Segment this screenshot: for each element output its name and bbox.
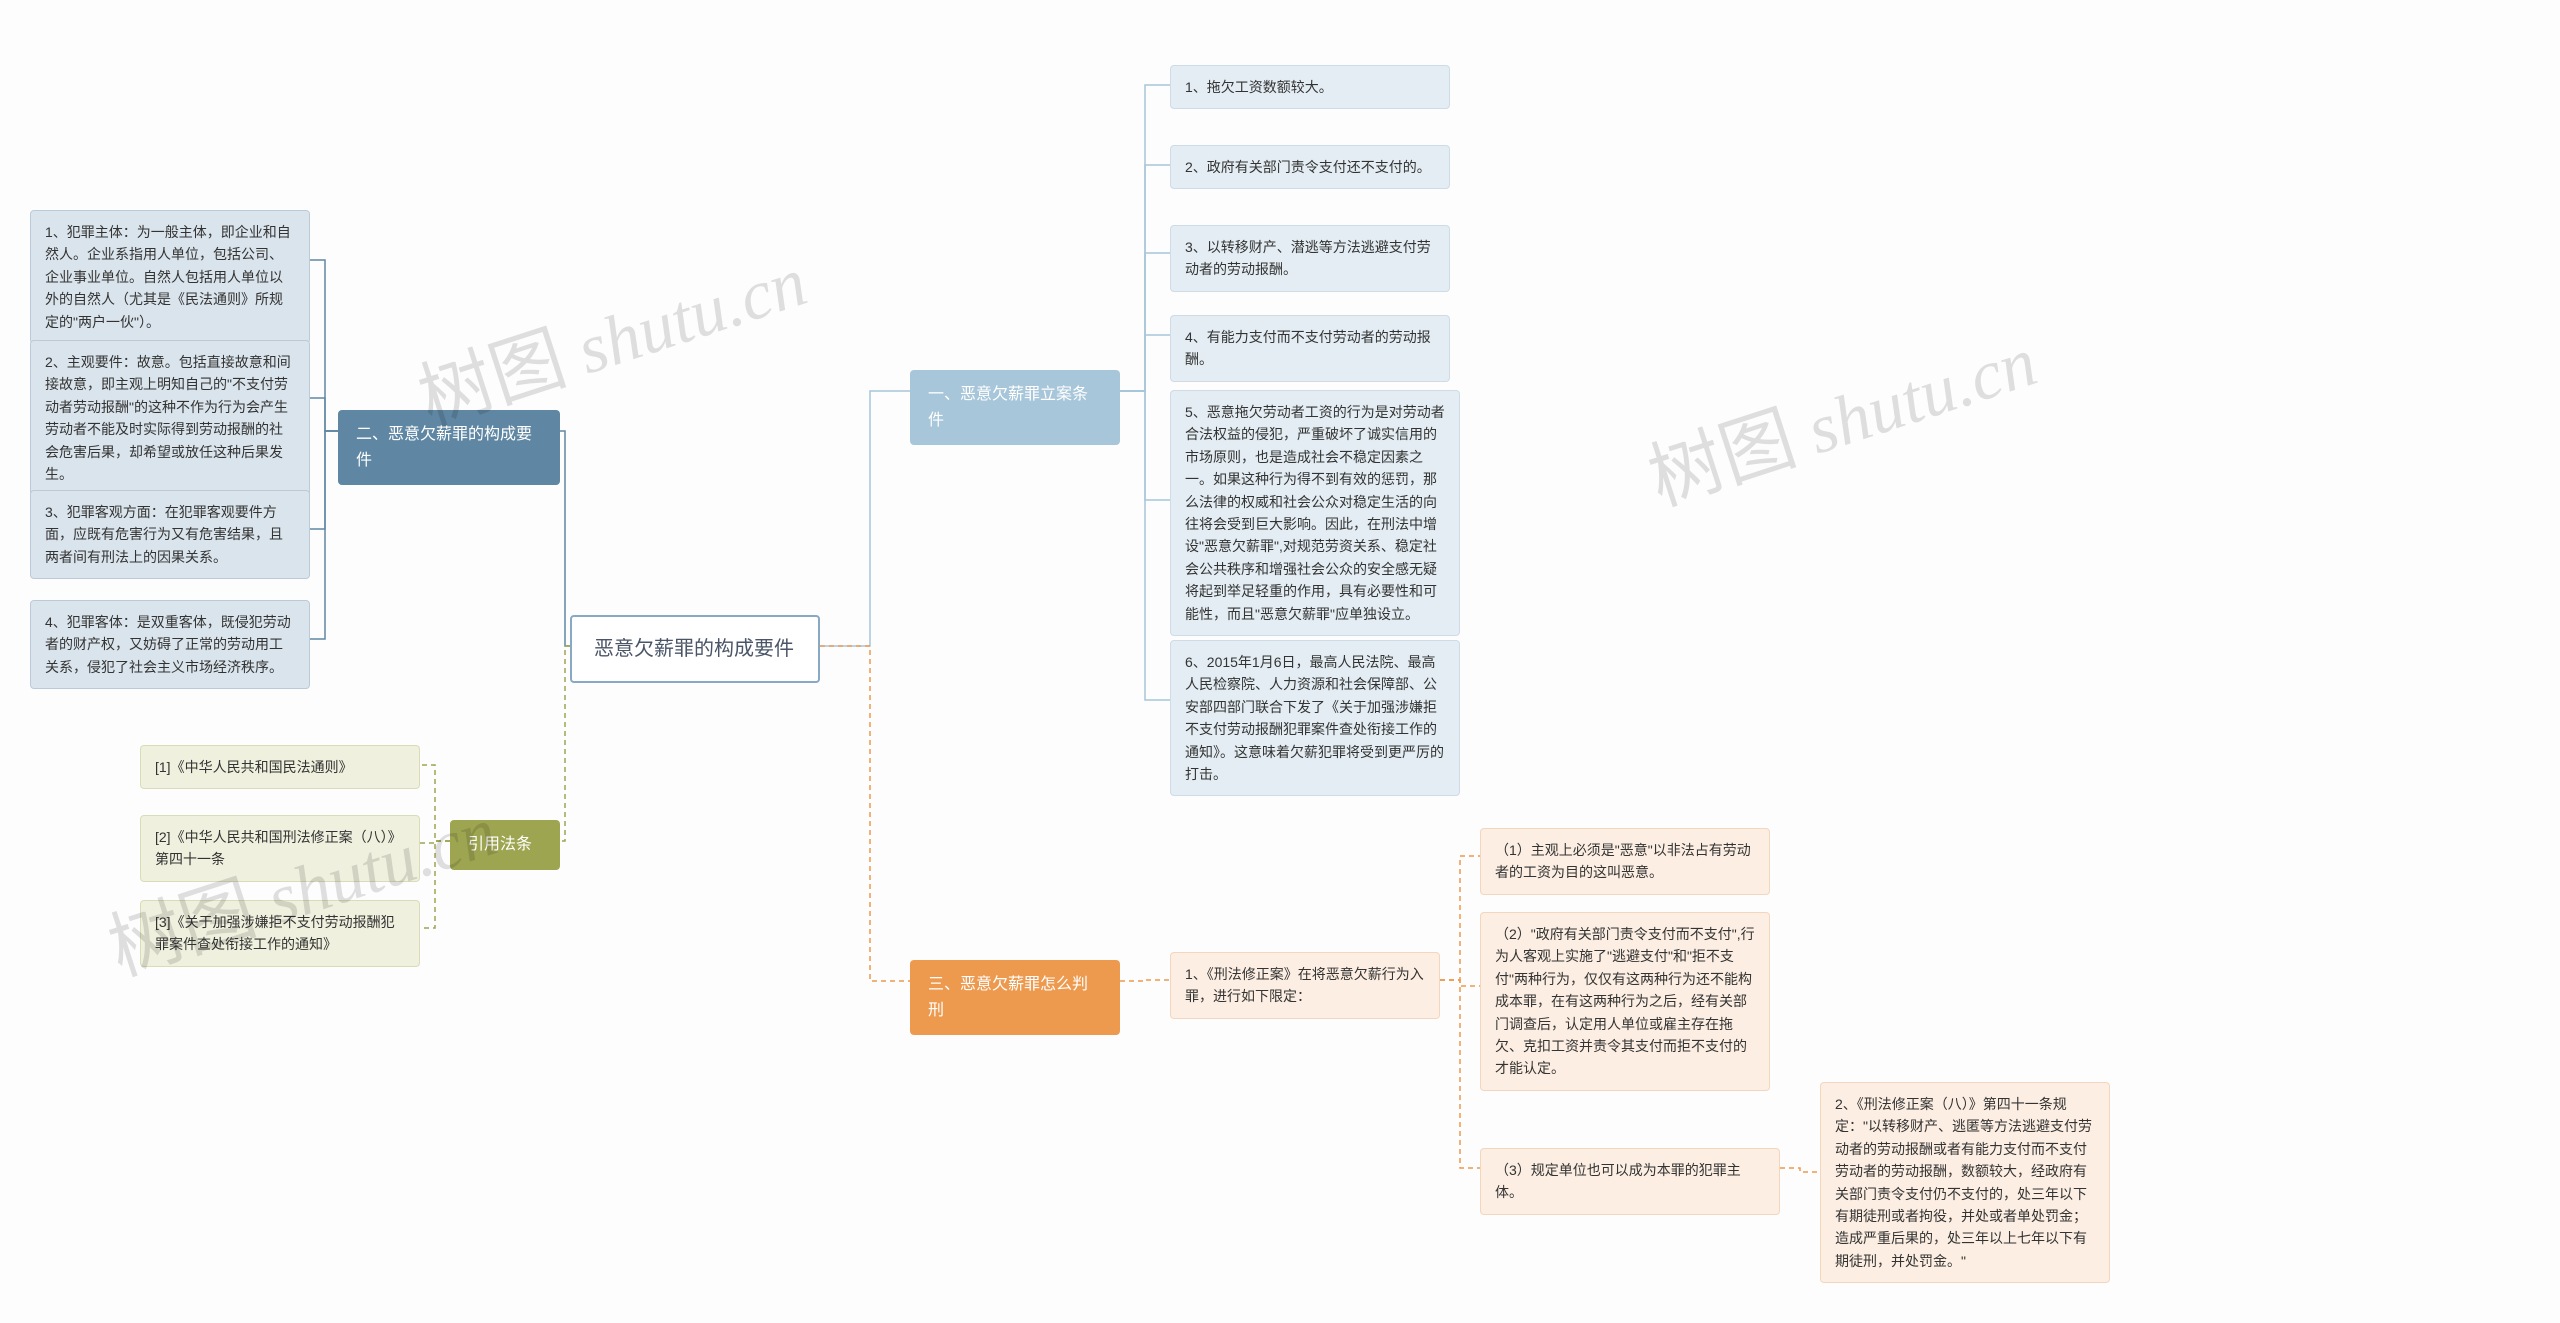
section-2-header: 二、恶意欠薪罪的构成要件 <box>338 410 560 485</box>
section-1-header: 一、恶意欠薪罪立案条件 <box>910 370 1120 445</box>
s3-final: 2、《刑法修正案（八）》第四十一条规定："以转移财产、逃匿等方法逃避支付劳动者的… <box>1820 1082 2110 1283</box>
ref-item-3: [3]《关于加强涉嫌拒不支付劳动报酬犯罪案件查处衔接工作的通知》 <box>140 900 420 967</box>
s2-item-2: 2、主观要件：故意。包括直接故意和间接故意，即主观上明知自己的"不支付劳动者劳动… <box>30 340 310 496</box>
s1-item-4: 4、有能力支付而不支付劳动者的劳动报酬。 <box>1170 315 1450 382</box>
s2-item-4: 4、犯罪客体：是双重客体，既侵犯劳动者的财产权，又妨碍了正常的劳动用工关系，侵犯… <box>30 600 310 689</box>
ref-item-1: [1]《中华人民共和国民法通则》 <box>140 745 420 789</box>
s1-item-2: 2、政府有关部门责令支付还不支付的。 <box>1170 145 1450 189</box>
watermark-2: 树图 shutu.cn <box>1633 301 2047 527</box>
s3-sub-3: （3）规定单位也可以成为本罪的犯罪主体。 <box>1480 1148 1780 1215</box>
s3-sub-1: （1）主观上必须是"恶意"以非法占有劳动者的工资为目的这叫恶意。 <box>1480 828 1770 895</box>
section-ref-header: 引用法条 <box>450 820 560 870</box>
s2-item-3: 3、犯罪客观方面：在犯罪客观要件方面，应既有危害行为又有危害结果，且两者间有刑法… <box>30 490 310 579</box>
s2-item-1: 1、犯罪主体：为一般主体，即企业和自然人。企业系指用人单位，包括公司、企业事业单… <box>30 210 310 344</box>
s1-item-1: 1、拖欠工资数额较大。 <box>1170 65 1450 109</box>
s3-sub-2: （2）"政府有关部门责令支付而不支付",行为人客观上实施了"逃避支付"和"拒不支… <box>1480 912 1770 1091</box>
root-node: 恶意欠薪罪的构成要件 <box>570 615 820 683</box>
section-3-header: 三、恶意欠薪罪怎么判刑 <box>910 960 1120 1035</box>
s3-mid: 1、《刑法修正案》在将恶意欠薪行为入罪，进行如下限定： <box>1170 952 1440 1019</box>
ref-item-2: [2]《中华人民共和国刑法修正案（八）》 第四十一条 <box>140 815 420 882</box>
s1-item-5: 5、恶意拖欠劳动者工资的行为是对劳动者合法权益的侵犯，严重破坏了诚实信用的市场原… <box>1170 390 1460 636</box>
s1-item-6: 6、2015年1月6日，最高人民法院、最高人民检察院、人力资源和社会保障部、公安… <box>1170 640 1460 796</box>
s1-item-3: 3、以转移财产、潜逃等方法逃避支付劳动者的劳动报酬。 <box>1170 225 1450 292</box>
